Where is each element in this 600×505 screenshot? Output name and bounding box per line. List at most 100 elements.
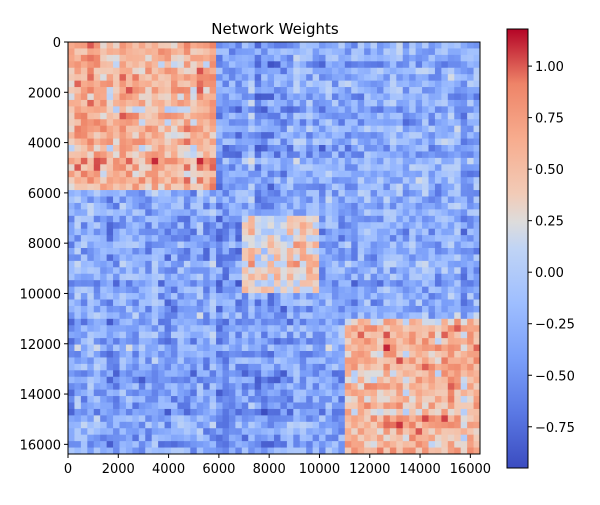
- heatmap-cell: [396, 293, 404, 300]
- heatmap-cell: [80, 61, 88, 69]
- heatmap-cell: [293, 441, 301, 448]
- heatmap-cell: [409, 87, 417, 94]
- heatmap-cell: [344, 428, 352, 436]
- heatmap-cell: [364, 325, 371, 333]
- heatmap-cell: [364, 299, 371, 307]
- heatmap-cell: [293, 434, 301, 442]
- heatmap-cell: [319, 48, 326, 56]
- heatmap-cell: [164, 209, 172, 217]
- heatmap-cell: [454, 196, 462, 204]
- heatmap-cell: [274, 318, 281, 326]
- heatmap-cell: [351, 370, 359, 378]
- heatmap-cell: [447, 241, 455, 249]
- heatmap-cell: [145, 125, 153, 133]
- heatmap-cell: [434, 383, 442, 391]
- heatmap-cell: [164, 441, 172, 448]
- heatmap-cell: [241, 428, 249, 436]
- heatmap-cell: [222, 441, 230, 448]
- heatmap-cell: [125, 87, 133, 94]
- heatmap-cell: [331, 312, 339, 320]
- heatmap-cell: [80, 151, 88, 159]
- heatmap-cell: [119, 54, 127, 62]
- heatmap-cell: [370, 215, 378, 223]
- heatmap-cell: [113, 183, 120, 191]
- heatmap-cell: [312, 209, 320, 217]
- heatmap-cell: [383, 363, 391, 371]
- heatmap-cell: [325, 209, 333, 217]
- heatmap-cell: [306, 190, 314, 197]
- heatmap-cell: [87, 318, 95, 326]
- heatmap-cell: [338, 441, 346, 448]
- heatmap-cell: [241, 260, 249, 268]
- heatmap-cell: [164, 80, 172, 88]
- heatmap-cell: [248, 74, 256, 82]
- heatmap-cell: [87, 293, 95, 300]
- heatmap-cell: [164, 363, 172, 371]
- heatmap-cell: [80, 338, 88, 345]
- heatmap-cell: [216, 260, 223, 268]
- heatmap-cell: [306, 338, 314, 345]
- heatmap-cell: [454, 61, 462, 69]
- heatmap-cell: [396, 447, 404, 455]
- heatmap-cell: [138, 61, 146, 69]
- heatmap-cell: [151, 80, 159, 88]
- heatmap-cell: [164, 286, 172, 294]
- heatmap-cell: [80, 164, 88, 172]
- heatmap-cell: [216, 235, 223, 242]
- heatmap-cell: [293, 299, 301, 307]
- heatmap-cell: [183, 383, 191, 391]
- heatmap-cell: [338, 67, 346, 75]
- heatmap-cell: [171, 338, 178, 345]
- heatmap-cell: [196, 157, 204, 165]
- heatmap-cell: [196, 293, 204, 300]
- heatmap-cell: [402, 145, 410, 152]
- heatmap-cell: [422, 415, 429, 423]
- heatmap-cell: [113, 383, 120, 391]
- heatmap-cell: [171, 164, 178, 172]
- heatmap-cell: [351, 170, 359, 178]
- heatmap-cell: [228, 209, 236, 217]
- heatmap-cell: [235, 80, 243, 88]
- heatmap-cell: [409, 389, 417, 397]
- heatmap-cell: [325, 177, 333, 185]
- heatmap-cell: [93, 48, 101, 56]
- heatmap-cell: [267, 408, 275, 416]
- heatmap-cell: [344, 241, 352, 249]
- heatmap-cell: [164, 151, 172, 159]
- heatmap-cell: [93, 99, 101, 107]
- heatmap-cell: [344, 376, 352, 384]
- heatmap-cell: [389, 260, 397, 268]
- heatmap-cell: [100, 138, 108, 146]
- heatmap-cell: [183, 312, 191, 320]
- heatmap-cell: [151, 183, 159, 191]
- heatmap-cell: [312, 87, 320, 94]
- heatmap-cell: [389, 87, 397, 94]
- heatmap-cell: [138, 235, 146, 242]
- heatmap-cell: [241, 396, 249, 403]
- heatmap-cell: [267, 312, 275, 320]
- heatmap-cell: [125, 415, 133, 423]
- heatmap-cell: [68, 267, 75, 275]
- heatmap-cell: [235, 408, 243, 416]
- heatmap-cell: [274, 145, 281, 152]
- heatmap-cell: [254, 157, 262, 165]
- heatmap-cell: [409, 318, 417, 326]
- heatmap-cell: [441, 389, 449, 397]
- heatmap-cell: [100, 273, 108, 281]
- heatmap-cell: [319, 138, 326, 146]
- heatmap-cell: [119, 157, 127, 165]
- heatmap-cell: [402, 48, 410, 56]
- heatmap-cell: [274, 434, 281, 442]
- heatmap-cell: [415, 383, 423, 391]
- heatmap-cell: [177, 67, 185, 75]
- heatmap-cell: [389, 383, 397, 391]
- heatmap-cell: [274, 80, 281, 88]
- heatmap-cell: [422, 370, 429, 378]
- heatmap-cell: [299, 235, 307, 242]
- heatmap-cell: [415, 280, 423, 288]
- heatmap-cell: [467, 408, 474, 416]
- heatmap-cell: [286, 286, 294, 294]
- heatmap-cell: [228, 273, 236, 281]
- heatmap-cell: [370, 325, 378, 333]
- heatmap-cell: [454, 80, 462, 88]
